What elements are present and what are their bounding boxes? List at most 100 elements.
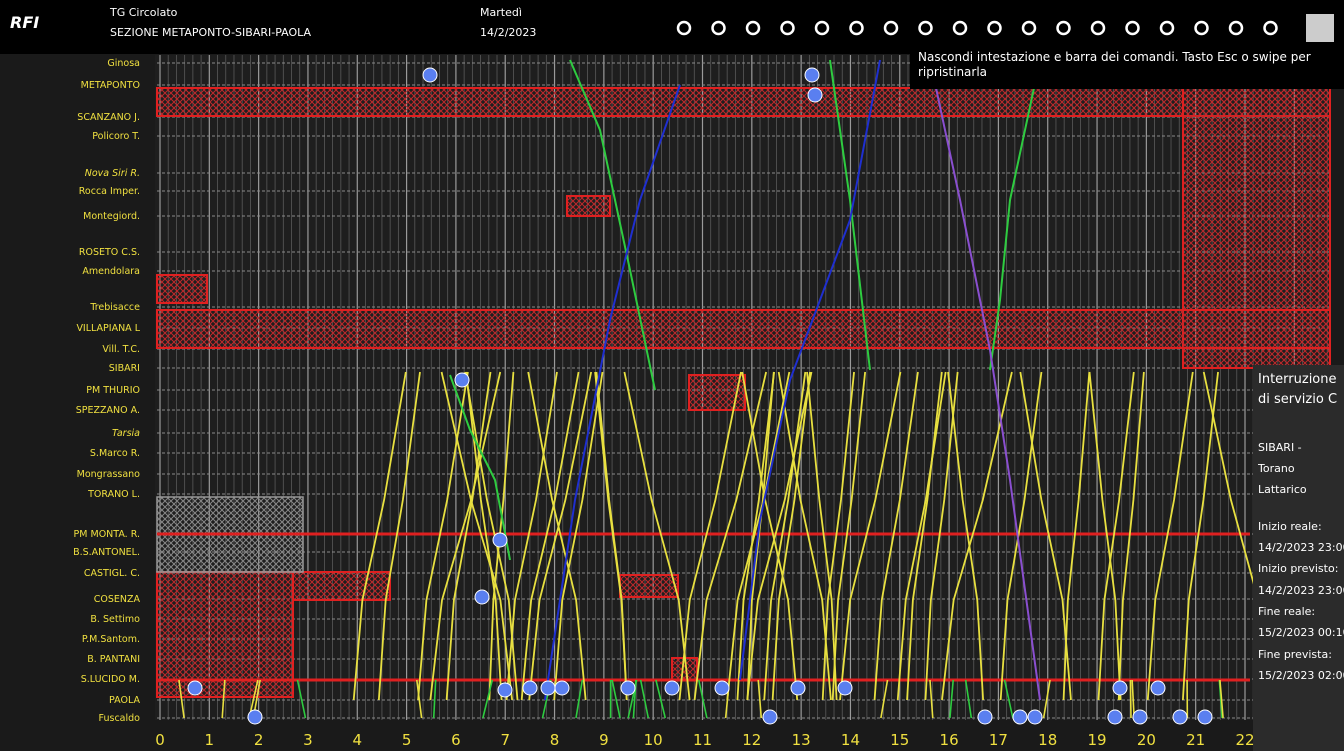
train-icon[interactable]	[522, 680, 538, 696]
train-path[interactable]	[1062, 371, 1091, 701]
train-path[interactable]	[1019, 371, 1072, 701]
interruption-block[interactable]	[292, 571, 391, 601]
train-icon[interactable]	[620, 680, 636, 696]
train-path[interactable]	[488, 371, 515, 701]
train-path[interactable]	[569, 59, 656, 391]
train-icon[interactable]	[1150, 680, 1166, 696]
train-path[interactable]	[440, 371, 514, 701]
toolbar-button[interactable]	[711, 20, 726, 36]
train-path[interactable]	[178, 679, 185, 719]
train-path[interactable]	[1003, 679, 1014, 719]
interruption-block[interactable]	[156, 274, 208, 304]
train-path[interactable]	[741, 371, 799, 701]
train-path[interactable]	[417, 371, 469, 701]
toolbar-button[interactable]	[1021, 20, 1037, 36]
train-icon[interactable]	[187, 680, 203, 696]
train-path[interactable]	[929, 59, 1041, 701]
train-icon[interactable]	[247, 709, 263, 725]
train-icon[interactable]	[1027, 709, 1043, 725]
train-path[interactable]	[1146, 371, 1194, 701]
train-icon[interactable]	[1012, 709, 1028, 725]
train-icon[interactable]	[540, 680, 556, 696]
train-path[interactable]	[432, 679, 437, 719]
train-path[interactable]	[527, 371, 587, 701]
train-icon[interactable]	[454, 372, 470, 388]
train-path[interactable]	[416, 679, 423, 719]
toolbar-button[interactable]	[987, 20, 1002, 36]
train-path[interactable]	[429, 371, 502, 701]
train-path[interactable]	[1097, 371, 1135, 701]
train-path[interactable]	[746, 371, 775, 701]
interruption-block[interactable]	[566, 195, 611, 217]
train-icon[interactable]	[1172, 709, 1188, 725]
train-icon[interactable]	[1107, 709, 1123, 725]
train-icon[interactable]	[664, 680, 680, 696]
train-icon[interactable]	[497, 682, 513, 698]
train-path[interactable]	[757, 679, 763, 719]
interruption-block[interactable]	[156, 571, 294, 698]
train-path[interactable]	[777, 371, 832, 701]
train-path[interactable]	[553, 371, 604, 701]
train-icon[interactable]	[790, 680, 806, 696]
train-path[interactable]	[697, 679, 708, 719]
train-path[interactable]	[449, 374, 511, 561]
train-path[interactable]	[221, 679, 226, 719]
train-path[interactable]	[655, 679, 667, 719]
train-path[interactable]	[623, 371, 691, 701]
train-path[interactable]	[947, 371, 984, 701]
train-path[interactable]	[964, 679, 973, 719]
train-icon[interactable]	[714, 680, 730, 696]
train-path[interactable]	[693, 371, 768, 701]
train-icon[interactable]	[807, 87, 823, 103]
toolbar-button-active[interactable]	[1306, 14, 1334, 42]
train-path[interactable]	[924, 371, 959, 701]
toolbar-button[interactable]	[676, 20, 692, 36]
train-path[interactable]	[1088, 371, 1122, 701]
train-path[interactable]	[929, 679, 934, 719]
train-path[interactable]	[949, 679, 954, 719]
train-path[interactable]	[763, 371, 807, 701]
train-path[interactable]	[989, 59, 1041, 371]
train-path[interactable]	[445, 371, 492, 701]
train-path[interactable]	[377, 371, 421, 701]
toolbar-button[interactable]	[780, 20, 795, 36]
train-path[interactable]	[771, 371, 811, 701]
toolbar-button[interactable]	[952, 20, 968, 36]
train-path[interactable]	[739, 59, 881, 681]
train-path[interactable]	[831, 371, 867, 701]
train-icon[interactable]	[554, 680, 570, 696]
train-path[interactable]	[352, 371, 407, 701]
toolbar-button[interactable]	[814, 20, 830, 36]
train-icon[interactable]	[492, 532, 508, 548]
interruption-block[interactable]	[156, 87, 1331, 117]
interruption-block[interactable]	[688, 374, 746, 411]
toolbar-button[interactable]	[745, 20, 761, 36]
train-path[interactable]	[896, 371, 947, 701]
toolbar-button[interactable]	[883, 20, 899, 36]
train-path[interactable]	[1117, 371, 1145, 701]
toolbar-button[interactable]	[1228, 20, 1244, 36]
toolbar-button[interactable]	[1263, 20, 1278, 36]
train-path[interactable]	[544, 84, 681, 701]
train-path[interactable]	[520, 371, 580, 701]
toolbar-button[interactable]	[918, 20, 933, 36]
train-path[interactable]	[999, 371, 1043, 701]
train-icon[interactable]	[1112, 680, 1128, 696]
interruption-block[interactable]	[156, 309, 1331, 349]
train-path[interactable]	[482, 679, 494, 719]
train-path[interactable]	[726, 371, 791, 701]
train-icon[interactable]	[977, 709, 993, 725]
toolbar-button[interactable]	[1056, 20, 1071, 36]
train-icon[interactable]	[837, 680, 853, 696]
train-path[interactable]	[528, 371, 593, 701]
train-icon[interactable]	[422, 67, 438, 83]
toolbar-button[interactable]	[1125, 20, 1140, 36]
train-path[interactable]	[505, 371, 558, 701]
toolbar-button[interactable]	[1159, 20, 1175, 36]
train-path[interactable]	[1219, 679, 1224, 719]
train-path[interactable]	[821, 371, 855, 701]
train-path[interactable]	[806, 371, 838, 701]
train-path[interactable]	[595, 371, 628, 701]
toolbar-button[interactable]	[1090, 20, 1106, 36]
train-path[interactable]	[1129, 679, 1132, 719]
